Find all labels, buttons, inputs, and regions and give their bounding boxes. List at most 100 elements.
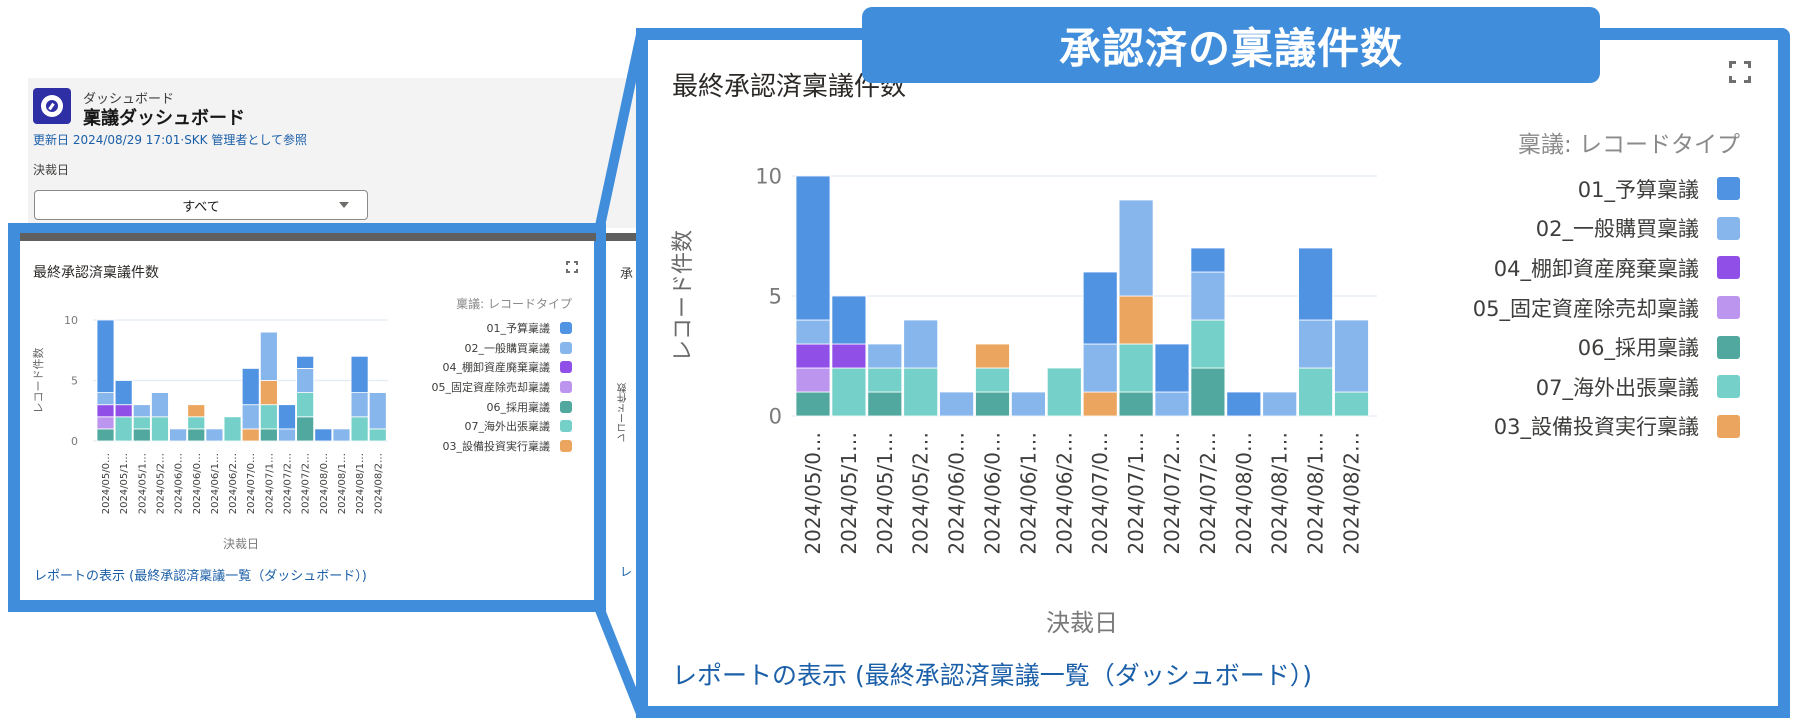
- x-tick-label: 2024/08/1…: [337, 453, 348, 514]
- bar-segment[interactable]: [1011, 391, 1046, 417]
- bar-segment[interactable]: [187, 404, 206, 418]
- legend-item[interactable]: 01_予算稟議: [380, 318, 572, 338]
- legend-item[interactable]: 05_固定資産除売却稟議: [1380, 288, 1740, 328]
- bar-segment[interactable]: [278, 404, 296, 430]
- report-link-small[interactable]: レポートの表示 (最終承認済稟議一覧（ダッシュボード）): [34, 569, 367, 584]
- bar-segment[interactable]: [1298, 367, 1333, 417]
- legend-item[interactable]: 03_設備投資実行稟議: [380, 436, 572, 456]
- bar-segment[interactable]: [795, 343, 831, 369]
- y-axis-label: レコード件数: [32, 348, 45, 414]
- bar-segment[interactable]: [1190, 319, 1226, 369]
- report-link-zoomed[interactable]: レポートの表示 (最終承認済稟議一覧（ダッシュボード）): [672, 661, 1312, 690]
- x-tick-label: 2024/07/0…: [1088, 432, 1112, 555]
- bar-segment[interactable]: [975, 343, 1010, 369]
- legend-item[interactable]: 04_棚卸資産廃棄稟議: [1380, 248, 1740, 288]
- bar-segment[interactable]: [867, 343, 903, 369]
- bar-segment[interactable]: [314, 428, 333, 442]
- bar-segment[interactable]: [1118, 391, 1154, 417]
- bar-segment[interactable]: [795, 175, 831, 321]
- bar-segment[interactable]: [831, 295, 867, 345]
- legend-swatch: [560, 341, 572, 354]
- bar-segment[interactable]: [1298, 319, 1333, 369]
- bar-segment[interactable]: [795, 319, 831, 345]
- legend-item[interactable]: 01_予算稟議: [1380, 169, 1740, 209]
- bar-segment[interactable]: [96, 319, 115, 393]
- bar-segment[interactable]: [1154, 343, 1190, 393]
- bar-segment[interactable]: [975, 391, 1010, 417]
- x-tick-label: 2024/08/2…: [373, 453, 384, 514]
- date-filter-select[interactable]: すべて: [34, 190, 368, 220]
- bar-segment[interactable]: [795, 391, 831, 417]
- bar-segment[interactable]: [1118, 295, 1154, 345]
- bar-segment[interactable]: [975, 367, 1010, 393]
- legend-label: 04_棚卸資産廃棄稟議: [1493, 256, 1699, 281]
- legend-item[interactable]: 07_海外出張稟議: [1380, 367, 1740, 407]
- bar-segment[interactable]: [831, 367, 867, 417]
- bar-segment[interactable]: [151, 392, 169, 418]
- bar-segment[interactable]: [939, 391, 974, 417]
- legend-swatch: [1717, 256, 1740, 280]
- bar-segment[interactable]: [1082, 391, 1118, 417]
- bar-segment[interactable]: [1226, 391, 1262, 417]
- y-tick-label: 10: [755, 164, 782, 188]
- y-tick-label: 5: [71, 374, 78, 387]
- bar-segment[interactable]: [903, 367, 939, 417]
- x-axis-label-zoomed: 決裁日: [1046, 609, 1118, 637]
- x-tick-label: 2024/08/2…: [1340, 432, 1364, 555]
- legend-item[interactable]: 02_一般購買稟議: [380, 338, 572, 358]
- bar-segment[interactable]: [867, 367, 903, 393]
- bar-segment[interactable]: [296, 355, 315, 369]
- bar-segment[interactable]: [114, 380, 133, 406]
- bar-segment[interactable]: [1190, 247, 1226, 273]
- legend-label: 03_設備投資実行稟議: [442, 439, 551, 453]
- bar-segment[interactable]: [332, 428, 351, 442]
- legend-label: 06_採用稟議: [1577, 336, 1699, 361]
- legend-item[interactable]: 06_採用稟議: [1380, 327, 1740, 367]
- x-tick-label: 2024/05/1…: [137, 453, 148, 514]
- bar-segment[interactable]: [795, 367, 831, 393]
- bar-segment[interactable]: [867, 391, 903, 417]
- stacked-bar-chart-small[interactable]: 0 5 10 レコード件数 2024/05/0… 2024/05/1… 2024/05/1……: [0, 0, 600, 600]
- bar-segment[interactable]: [1082, 343, 1118, 393]
- legend-item[interactable]: 07_海外出張稟議: [380, 416, 572, 436]
- bar-segment[interactable]: [1298, 247, 1333, 321]
- bar-segment[interactable]: [205, 428, 224, 442]
- legend-item[interactable]: 05_固定資産除売却稟議: [380, 377, 572, 397]
- legend-label: 07_海外出張稟議: [464, 420, 551, 434]
- bar-segment[interactable]: [368, 392, 387, 430]
- bar-segment[interactable]: [1190, 367, 1226, 417]
- legend-item[interactable]: 04_棚卸資産廃棄稟議: [380, 357, 572, 377]
- y-tick-label: 0: [769, 404, 782, 428]
- bar-segment[interactable]: [1190, 271, 1226, 321]
- bar-segment[interactable]: [241, 367, 260, 406]
- legend-item[interactable]: 06_採用稟議: [380, 397, 572, 417]
- legend-swatch: [1717, 375, 1740, 399]
- bar-segment[interactable]: [1262, 391, 1298, 417]
- bar-segment[interactable]: [1046, 367, 1082, 417]
- bar-segment[interactable]: [1082, 271, 1118, 345]
- bar-segment[interactable]: [350, 355, 369, 393]
- bar-segment[interactable]: [1334, 319, 1369, 393]
- bar-segment[interactable]: [831, 343, 867, 369]
- x-tick-label: 2024/05/2…: [909, 432, 933, 555]
- x-tick-label: 2024/08/0…: [319, 453, 330, 514]
- second-panel-link-fragment[interactable]: レ: [620, 565, 633, 579]
- x-axis-label-small: 決裁日: [223, 537, 260, 551]
- legend-item[interactable]: 03_設備投資実行稟議: [1380, 407, 1740, 447]
- legend-title: 稟議: レコードタイプ: [456, 297, 572, 311]
- bar-segment[interactable]: [1118, 343, 1154, 393]
- bar-segment[interactable]: [1154, 391, 1190, 417]
- bar-segment[interactable]: [1334, 391, 1369, 417]
- bar-segment[interactable]: [259, 331, 278, 381]
- x-tick-label: 2024/06/0…: [945, 432, 969, 555]
- bar-segment[interactable]: [169, 428, 188, 442]
- expand-icon[interactable]: [1729, 61, 1751, 83]
- legend-item[interactable]: 02_一般購買稟議: [1380, 209, 1740, 249]
- bar-segment[interactable]: [132, 404, 151, 418]
- bar-segment[interactable]: [903, 319, 939, 369]
- bar-segment[interactable]: [223, 416, 242, 442]
- expand-icon[interactable]: [566, 261, 578, 273]
- bar-segment[interactable]: [1118, 199, 1154, 297]
- dashboard-gauge-icon: [33, 88, 71, 124]
